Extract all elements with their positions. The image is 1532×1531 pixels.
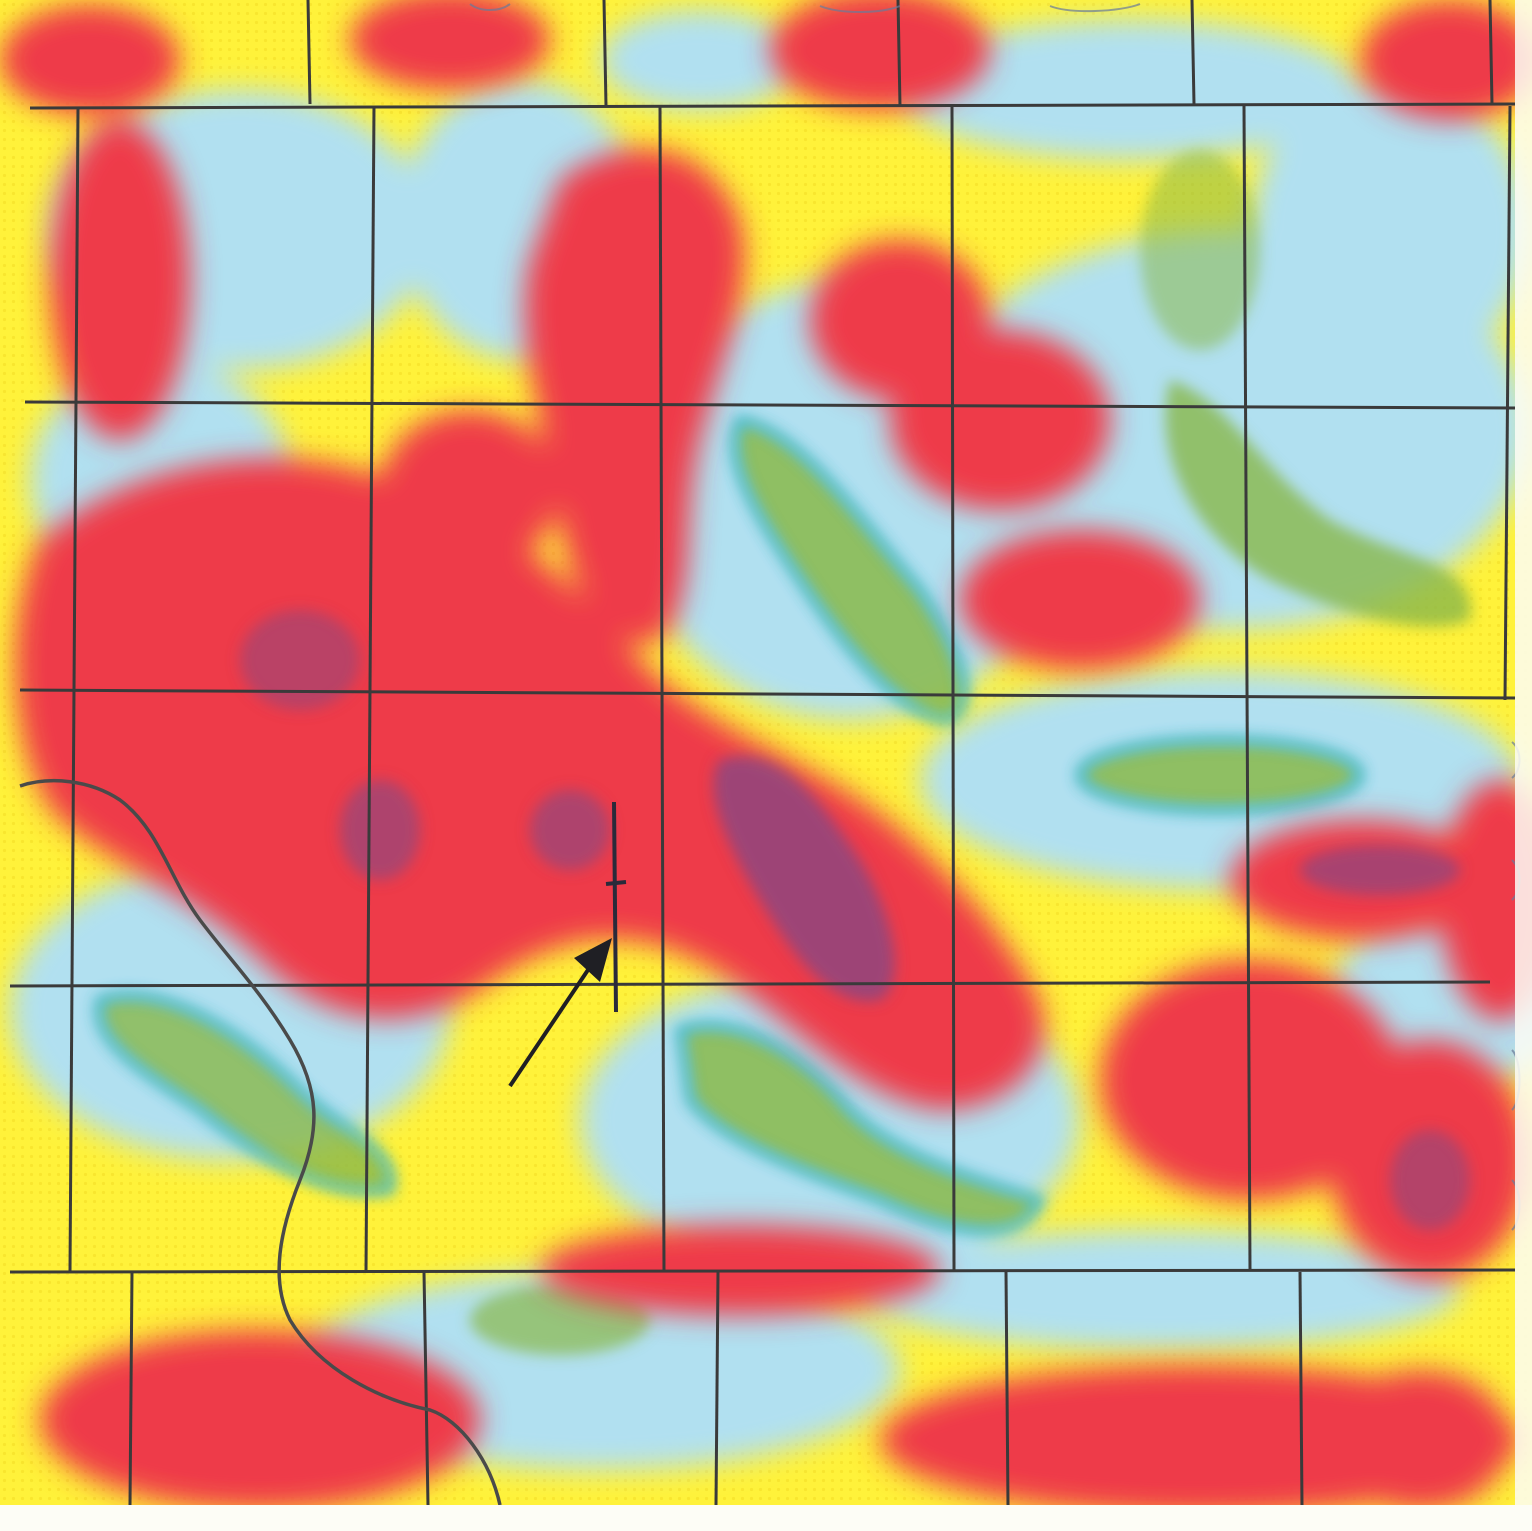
grid-line (364, 105, 376, 1273)
grid-line (128, 1271, 134, 1506)
grid-line (896, 0, 902, 107)
grid-line (9, 1268, 1516, 1274)
low-anomaly-cores (98, 150, 1471, 1355)
grid-line (1488, 0, 1494, 105)
well-marker (605, 801, 627, 1013)
grid-line (1242, 105, 1252, 1271)
grid-line (714, 1271, 720, 1506)
high-anomaly-cores (240, 610, 1470, 1230)
scan-margin-right (1515, 0, 1532, 1531)
grid-line (1298, 1271, 1304, 1506)
grid-line (602, 0, 608, 107)
grid-line (658, 105, 666, 1273)
grid-line (24, 400, 1516, 410)
scan-margin-bottom (0, 1505, 1532, 1531)
grid-line (19, 688, 1516, 700)
grid-line (68, 107, 80, 1273)
grid-line (422, 1271, 430, 1506)
grid-line (1190, 0, 1196, 105)
grid-line (950, 105, 956, 1271)
section-grid (9, 0, 1516, 1506)
grid-line (1004, 1271, 1010, 1506)
grid-line (29, 102, 1516, 110)
low-anomaly-rims (93, 414, 1365, 1236)
grid-line (9, 980, 1491, 988)
drainage-line (19, 778, 502, 1506)
pointer-arrow (508, 938, 612, 1088)
grid-line (1503, 105, 1512, 701)
grid-line (306, 0, 312, 105)
